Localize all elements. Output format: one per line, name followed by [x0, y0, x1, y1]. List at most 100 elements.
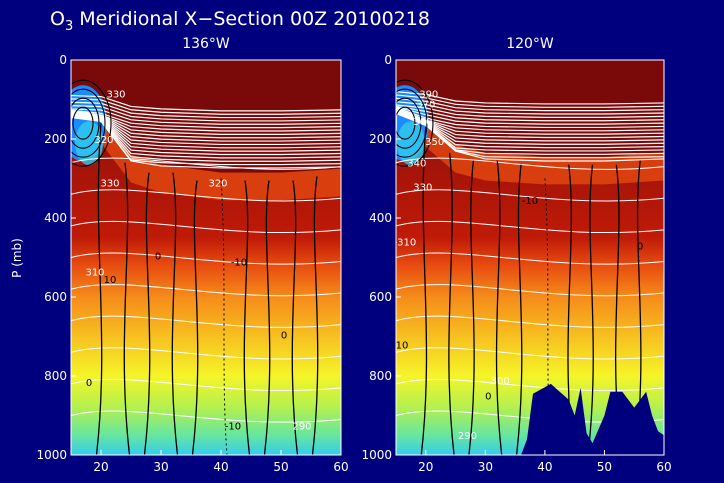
x-tick-label: 20	[418, 460, 433, 474]
stratosphere-region	[396, 60, 664, 157]
ozone-contour-core	[71, 79, 112, 167]
ozone-contour	[448, 152, 455, 455]
contour-label: 340	[407, 159, 426, 170]
y-tick-label: 600	[44, 290, 67, 304]
y-tick-label: 200	[369, 132, 392, 146]
isentrope-line	[71, 157, 341, 170]
contour-label: 10	[396, 340, 409, 351]
ozone-contour	[311, 176, 319, 455]
contour-label: -10	[231, 257, 247, 268]
y-tick-label: 400	[44, 211, 67, 225]
contour-label: 330	[413, 182, 432, 193]
contour-label: 10	[104, 275, 117, 286]
isentrope-line	[71, 252, 341, 265]
y-tick-label: 200	[44, 132, 67, 146]
figure-title: O3 Meridional X−Section 00Z 20100218	[50, 8, 430, 34]
ozone-contour-core	[396, 88, 428, 158]
isentrope-line	[71, 98, 341, 115]
isentrope-line	[71, 378, 341, 392]
ozone-contour	[171, 172, 179, 455]
ozone-contour	[587, 164, 594, 455]
x-tick-label: 20	[93, 460, 108, 474]
tropopause-band	[71, 111, 341, 201]
ozone-contour	[95, 123, 103, 455]
isentrope-lines	[71, 94, 341, 423]
x-tick-label: 60	[656, 460, 671, 474]
contour-label: -10	[522, 196, 538, 207]
ozone-contour	[243, 180, 251, 455]
y-tick-label: 800	[369, 369, 392, 383]
isentrope-line	[396, 378, 664, 392]
ozone-contour	[495, 160, 503, 455]
contour-label: 0	[86, 378, 92, 389]
ozone-contour-core	[396, 97, 422, 149]
ozone-contour	[191, 180, 199, 455]
low-ozone-core-edge	[396, 121, 425, 166]
isentrope-line	[71, 410, 341, 423]
isentrope-line	[71, 347, 341, 360]
ozone-contour-negative	[220, 178, 228, 455]
contour-label: -310	[394, 238, 417, 249]
ozone-contour-lines	[71, 79, 319, 455]
y-tick-label: 400	[369, 211, 392, 225]
isentrope-line	[396, 105, 664, 122]
ozone-contour-core	[71, 88, 106, 158]
contour-label: 330	[106, 90, 125, 101]
contour-label: 320	[208, 178, 227, 189]
contour-label: 290	[458, 431, 477, 442]
isentrope-line	[396, 112, 664, 162]
ozone-contour-core	[72, 106, 94, 140]
tropopause-band	[396, 107, 664, 185]
isentrope-line	[71, 284, 341, 297]
isentrope-line	[396, 189, 664, 202]
isentrope-line	[396, 315, 664, 328]
y-tick-label: 1000	[361, 448, 392, 462]
contour-label: 370	[416, 99, 435, 110]
ozone-contour	[468, 160, 475, 455]
panel-title: 120°W	[506, 36, 554, 52]
isentrope-line	[71, 103, 341, 122]
isentrope-line	[396, 284, 664, 297]
contour-label: 0	[485, 392, 491, 403]
contour-label: 390	[419, 90, 438, 101]
isentrope-line	[396, 94, 664, 108]
y-tick-label: 0	[384, 53, 392, 67]
x-tick-label: 50	[597, 460, 612, 474]
y-tick-label: 800	[44, 369, 67, 383]
low-ozone-core-edge	[75, 121, 103, 166]
panel-frame	[70, 59, 342, 456]
contour-label: 360	[413, 117, 432, 128]
isentrope-line	[71, 94, 341, 112]
ozone-contour	[515, 164, 523, 455]
panel-frame	[395, 59, 665, 456]
x-tick-label: 30	[153, 460, 168, 474]
contour-label: 310	[85, 267, 104, 278]
x-tick-label: 40	[537, 460, 552, 474]
isentrope-line	[71, 189, 341, 202]
contour-label: 350	[425, 137, 444, 148]
ozone-contour-core	[396, 106, 416, 140]
ozone-contour	[143, 172, 151, 455]
contour-label: 0	[637, 242, 643, 253]
isentrope-line	[71, 315, 341, 328]
isentrope-line	[71, 116, 341, 169]
y-tick-label: 600	[369, 290, 392, 304]
ozone-contour	[420, 127, 428, 455]
contour-label: 0	[155, 251, 161, 262]
ozone-contour	[263, 180, 271, 455]
isentrope-line	[396, 252, 664, 265]
x-tick-label: 60	[333, 460, 348, 474]
isentrope-line	[71, 101, 341, 119]
x-tick-label: 50	[273, 460, 288, 474]
contour-label: 330	[100, 178, 119, 189]
y-tick-label: 1000	[36, 448, 67, 462]
panel-title: 136°W	[182, 36, 230, 52]
x-tick-label: 30	[478, 460, 493, 474]
x-tick-label: 40	[213, 460, 228, 474]
ozone-contour-core	[396, 79, 434, 167]
